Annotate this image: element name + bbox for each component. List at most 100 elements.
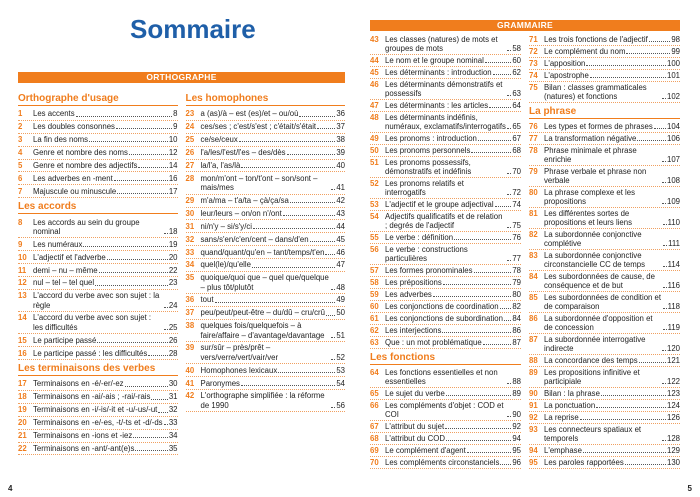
entry-number: 23 — [185, 109, 195, 119]
entry-title: Les pronoms possessifs, démonstratifs et… — [385, 158, 472, 176]
entry-title: Terminaisons en -e/-es, -t/-ts et -d/-ds — [33, 418, 163, 428]
entry-number: 73 — [529, 59, 538, 68]
dot-leader — [507, 383, 512, 384]
toc-entry: 56 Le verbe : constructions particulières… — [370, 244, 521, 265]
dot-leader — [499, 308, 512, 309]
toc-entry: 38 quelques fois/quelquefois – à faire/af… — [185, 320, 345, 343]
entry-title: quel(le)/qu'elle — [200, 260, 251, 270]
dot-leader — [251, 266, 336, 268]
toc-entry: 55 Le verbe : définition 76 — [370, 232, 521, 244]
entry-page: 100 — [666, 59, 680, 68]
toc-entry: 75 Bilan : classes grammaticales (natures… — [529, 82, 680, 103]
entry-number: 13 — [18, 291, 27, 301]
entry-number: 62 — [370, 326, 379, 335]
entry-number: 72 — [529, 47, 538, 56]
entry-page: 31 — [168, 392, 178, 402]
toc-entry: 14 L'accord du verbe avec son sujet : les… — [18, 312, 178, 335]
toc-entry: 15 Le participe passé 26 — [18, 334, 178, 348]
entry-title: La subordonnée d'opposition et de conces… — [544, 314, 653, 332]
entry-number: 39 — [185, 343, 195, 353]
dot-leader — [163, 306, 168, 308]
toc-entry: 29 m'a/ma – t'a/ta – çà/ça/sa 42 — [185, 195, 345, 208]
entry-page: 38 — [336, 135, 345, 145]
entry-title: Le verbe : définition — [385, 233, 454, 242]
entry-page: 121 — [666, 356, 680, 365]
entry-number: 60 — [370, 302, 379, 311]
entry-page: 28 — [168, 348, 178, 358]
entry-title: l'a/les/l'est/l'es – des/dès — [200, 147, 286, 157]
toc-entry: 54 Adjectifs qualificatifs et de relation… — [370, 211, 521, 232]
toc-entry: 44 Le nom et le groupe nominal 60 — [370, 55, 521, 67]
entry-title: L'accord du verbe avec son sujet : les d… — [33, 313, 152, 332]
toc-entry: 61 Les conjonctions de subordination 84 — [370, 313, 521, 325]
dot-leader — [113, 180, 168, 182]
entry-page: 9 — [173, 122, 178, 132]
toc-entry: 80 La phrase complexe et les propositions… — [529, 187, 680, 208]
toc-entry: 95 Les paroles rapportées 130 — [529, 457, 680, 469]
entry-number: 6 — [18, 173, 23, 183]
entry-title: tout — [200, 295, 214, 305]
dot-leader — [662, 329, 667, 330]
toc-entry: 81 Les différentes sortes de propositions… — [529, 208, 680, 229]
entry-page: 33 — [168, 418, 178, 428]
entry-page: 17 — [168, 186, 178, 196]
dot-leader — [253, 228, 336, 230]
entry-title: L'accord du verbe avec son sujet : la rè… — [33, 291, 160, 310]
toc-entry: 94 L'emphase 129 — [529, 445, 680, 457]
entry-number: 19 — [18, 405, 27, 415]
entry-page: 49 — [336, 295, 345, 305]
entry-page: 74 — [512, 200, 521, 209]
toc-entry: 9 Les numéraux 19 — [18, 238, 178, 252]
entry-page: 63 — [512, 89, 521, 98]
entry-number: 14 — [18, 313, 27, 323]
toc-entry: 51 Les pronoms possessifs, démonstratifs … — [370, 157, 521, 178]
dot-leader — [661, 440, 666, 441]
entry-page: 50 — [336, 308, 345, 318]
entry-page: 80 — [512, 290, 521, 299]
dot-leader — [648, 41, 671, 42]
entry-title: Que : un mot problématique — [385, 338, 482, 347]
entry-page: 102 — [666, 92, 680, 101]
toc-entry: 27 la/l'a, l'as/là 40 — [185, 160, 345, 173]
entry-page: 24 — [168, 300, 178, 310]
dot-leader — [471, 152, 512, 153]
toc-entry: 10 L'adjectif et l'adverbe 20 — [18, 251, 178, 265]
entry-page: 111 — [668, 239, 680, 248]
dot-leader — [477, 140, 512, 141]
section-banner: ORTHOGRAPHE — [18, 72, 345, 83]
entry-number: 57 — [370, 266, 379, 275]
dot-leader — [662, 308, 667, 309]
entry-title: Adjectifs qualificatifs et de relation ;… — [385, 212, 503, 230]
entry-number: 68 — [370, 434, 379, 443]
entry-number: 87 — [529, 335, 538, 344]
entry-page: 35 — [168, 443, 178, 453]
entry-title: Phrase minimale et phrase enrichie — [544, 146, 637, 164]
dot-leader — [638, 362, 666, 363]
entry-page: 37 — [336, 122, 345, 132]
entry-number: 18 — [18, 392, 27, 402]
entry-number: 28 — [185, 173, 195, 183]
dot-leader — [442, 332, 512, 333]
entry-title: Les pronoms personnels — [385, 146, 471, 155]
dot-leader — [128, 154, 168, 156]
dot-leader — [117, 192, 168, 194]
entry-number: 16 — [18, 348, 27, 358]
entry-number: 77 — [529, 134, 538, 143]
toc-entry: 57 Les formes pronominales 78 — [370, 265, 521, 277]
section-heading: Les terminaisons des verbes — [18, 363, 178, 377]
entry-number: 92 — [529, 413, 538, 422]
entry-page: 86 — [512, 326, 521, 335]
toc-entry: 88 La concordance des temps 121 — [529, 355, 680, 367]
entry-number: 43 — [370, 35, 379, 44]
dot-leader — [589, 77, 666, 78]
entry-number: 61 — [370, 314, 379, 323]
entry-number: 4 — [18, 147, 23, 157]
entry-number: 81 — [529, 209, 538, 218]
entry-title: Les adverbes en -ment — [33, 173, 113, 183]
entry-page: 8 — [173, 109, 178, 119]
toc-entry: 84 Les subordonnées de cause, de conséque… — [529, 271, 680, 292]
dot-leader — [507, 194, 512, 195]
entry-title: L'apposition — [544, 59, 586, 68]
toc-entry: 90 Bilan : la phrase 123 — [529, 388, 680, 400]
